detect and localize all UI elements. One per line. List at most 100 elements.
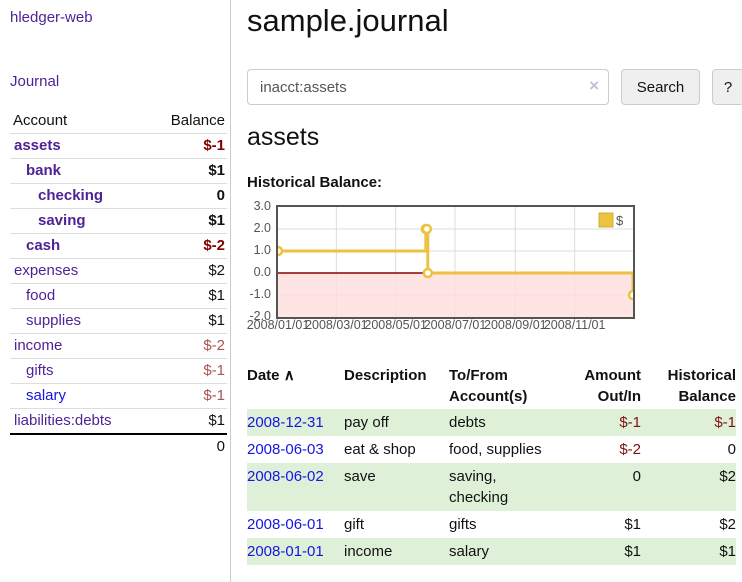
account-balance: $-1	[147, 383, 227, 409]
account-balance: $1	[147, 283, 227, 309]
account-row: saving $1	[10, 208, 227, 234]
clear-search-icon[interactable]: ×	[589, 76, 599, 95]
accounts-cell: saving, checking	[449, 468, 509, 506]
tofrom-column-header: To/From Account(s)	[449, 367, 528, 405]
search-input[interactable]	[247, 69, 609, 105]
account-row: checking 0	[10, 183, 227, 209]
x-axis-labels: 2008/01/01 2008/03/01 2008/05/01 2008/07/01…	[247, 318, 635, 336]
date-column-header[interactable]: Date ∧	[247, 363, 344, 409]
register-table: Date ∧ Description To/From Account(s) Am…	[247, 363, 736, 565]
balance-cell: $1	[719, 543, 736, 560]
account-balance: $-2	[147, 333, 227, 359]
help-button[interactable]: ?	[712, 69, 742, 105]
search-form: × Search ?	[247, 69, 742, 105]
account-heading: assets	[247, 123, 320, 151]
accounts-table: Account Balance assets $-1 bank $1 check…	[10, 109, 227, 459]
register-header-row: Date ∧ Description To/From Account(s) Am…	[247, 363, 736, 409]
account-link[interactable]: food	[26, 287, 56, 304]
chart-legend: $	[598, 212, 624, 228]
y-axis-tick: 0.0	[253, 265, 271, 279]
account-row: food $1	[10, 283, 227, 309]
amount-cell: $-2	[619, 441, 641, 458]
sidebar-item-journal[interactable]: Journal	[10, 73, 60, 90]
x-axis-tick: 2008/01/01	[246, 318, 310, 332]
account-link[interactable]: salary	[26, 387, 67, 404]
amount-cell: 0	[632, 468, 641, 485]
transaction-row: 2008-06-02 save saving, checking 0 $2	[247, 463, 736, 511]
account-balance: $1	[147, 408, 227, 435]
account-link[interactable]: income	[14, 337, 63, 354]
page-title: sample.journal	[247, 3, 449, 38]
accounts-cell: gifts	[449, 516, 477, 533]
y-axis-tick: 2.0	[253, 221, 271, 235]
amount-cell: $-1	[619, 414, 641, 431]
account-balance: 0	[147, 183, 227, 209]
description-cell: gift	[344, 516, 365, 533]
account-row: expenses $2	[10, 258, 227, 284]
transaction-row: 2008-01-01 income salary $1 $1	[247, 538, 736, 565]
date-link[interactable]: 2008-06-02	[247, 468, 324, 485]
y-axis-tick: 3.0	[253, 199, 271, 213]
chart-plot: $	[276, 205, 635, 319]
x-axis-tick: 2008/07/01	[423, 318, 487, 332]
balance-cell: $-1	[714, 414, 736, 431]
main-content: sample.journal × Search ? assets Histori…	[231, 0, 742, 582]
account-row: cash $-2	[10, 233, 227, 259]
x-axis-tick: 2008/09/01	[484, 318, 547, 332]
balance-cell: $2	[719, 516, 736, 533]
transaction-row: 2008-06-01 gift gifts $1 $2	[247, 511, 736, 538]
y-axis-tick: -1.0	[249, 287, 271, 301]
accounts-cell: food, supplies	[449, 441, 542, 458]
account-row: bank $1	[10, 158, 227, 184]
accounts-cell: debts	[449, 414, 486, 431]
account-column-header: Account	[10, 109, 148, 134]
amount-column-header: Amount Out/In	[584, 367, 641, 405]
balance-cell: 0	[727, 441, 736, 458]
search-input-wrap: ×	[247, 69, 609, 105]
x-axis-tick: 2008/05/01	[364, 318, 427, 332]
search-button[interactable]: Search	[621, 69, 700, 105]
account-link[interactable]: supplies	[26, 312, 82, 329]
accounts-total-value: 0	[147, 433, 227, 459]
balance-column-header: Historical Balance	[667, 367, 736, 405]
account-link[interactable]: saving	[38, 212, 86, 229]
date-link[interactable]: 2008-12-31	[247, 414, 324, 431]
description-cell: save	[344, 468, 376, 485]
balance-column-header: Balance	[147, 109, 227, 134]
amount-cell: $1	[624, 543, 641, 560]
date-link[interactable]: 2008-01-01	[247, 543, 324, 560]
account-link[interactable]: liabilities:debts	[14, 412, 112, 429]
account-balance: $1	[147, 208, 227, 234]
account-link[interactable]: expenses	[14, 262, 79, 279]
account-link[interactable]: cash	[26, 237, 61, 254]
chart-title: Historical Balance:	[247, 174, 383, 191]
y-axis-tick: 1.0	[253, 243, 271, 257]
date-link[interactable]: 2008-06-01	[247, 516, 324, 533]
date-header-label: Date	[247, 367, 280, 384]
accounts-table-header: Account Balance	[10, 109, 227, 134]
y-axis-tick: -2.0	[249, 309, 271, 323]
account-link[interactable]: checking	[38, 187, 104, 204]
description-cell: eat & shop	[344, 441, 416, 458]
date-link[interactable]: 2008-06-03	[247, 441, 324, 458]
account-balance: $1	[147, 308, 227, 334]
account-balance: $1	[147, 158, 227, 184]
account-link[interactable]: bank	[26, 162, 62, 179]
x-axis-tick: 2008/11/01	[543, 318, 606, 332]
legend-swatch	[598, 212, 614, 228]
account-link[interactable]: gifts	[26, 362, 54, 379]
account-balance: $-2	[147, 233, 227, 259]
legend-label: $	[616, 213, 624, 228]
brand-link[interactable]: hledger-web	[10, 9, 93, 26]
x-axis-tick: 2008/03/01	[305, 318, 368, 332]
transaction-row: 2008-12-31 pay off debts $-1 $-1	[247, 409, 736, 436]
account-row: gifts $-1	[10, 358, 227, 384]
account-link[interactable]: assets	[14, 137, 61, 154]
description-column-header: Description	[344, 367, 427, 384]
sidebar: hledger-web Journal Account Balance asse…	[0, 0, 231, 582]
balance-chart: 3.0 2.0 1.0 0.0 -1.0 -2.0 $ 2008/01/01 2008/03…	[247, 199, 740, 337]
description-cell: income	[344, 543, 393, 560]
account-balance: $2	[147, 258, 227, 284]
account-row: assets $-1	[10, 133, 227, 159]
